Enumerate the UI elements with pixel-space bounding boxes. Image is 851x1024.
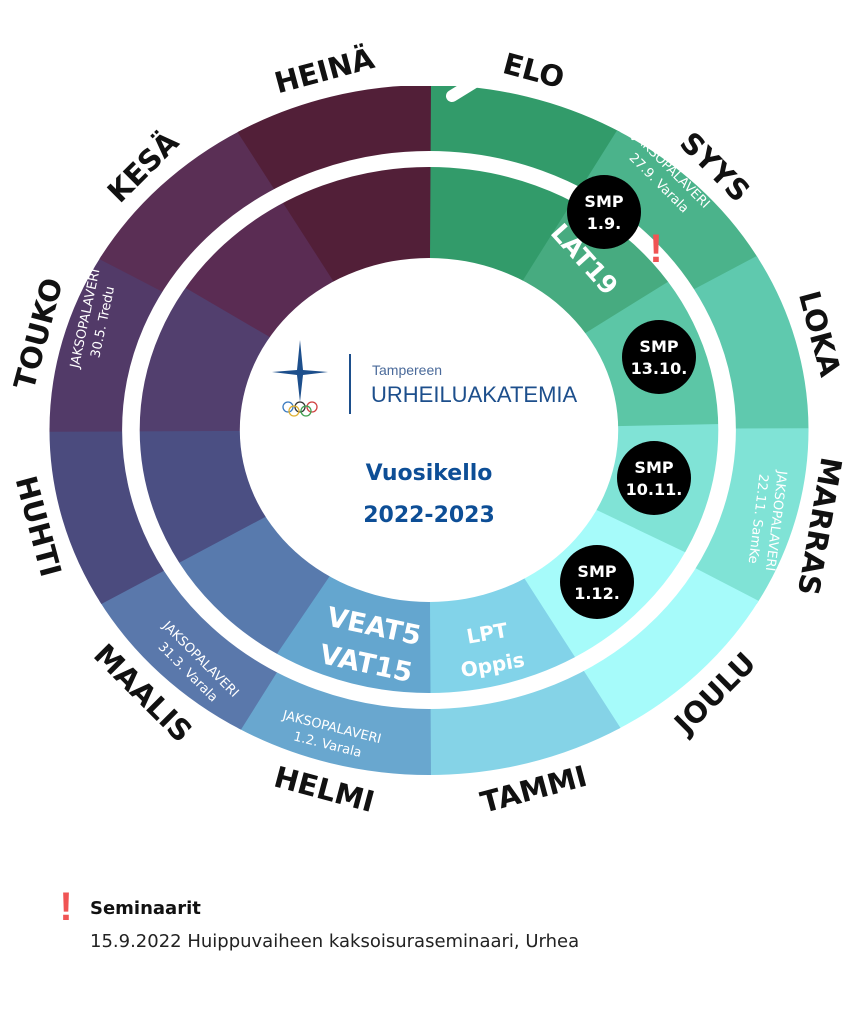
inner-segment [427,164,577,284]
smp-badge: SMP 10.11. [617,441,691,515]
outer-ring [49,85,809,775]
smp-date: 13.10. [631,359,688,378]
outer-segment-elo [427,85,621,192]
center-disk [239,258,619,602]
center-title: Vuosikello [366,461,493,486]
logo-line2: URHEILUAKATEMIA [371,382,578,407]
smp-date: 10.11. [626,480,683,499]
outer-segment-tammi [427,668,621,775]
smp-date: 1.9. [587,214,621,233]
white-divider-ring [122,151,736,709]
inner-segment [272,573,431,696]
inner-segment [521,198,673,336]
outer-segment-maalis [99,566,279,730]
inner-segment [281,163,431,284]
inner-segment [136,428,268,565]
smp-title: SMP [634,458,673,477]
smp-date: 1.12. [574,584,620,603]
outer-segment-loka [691,255,809,432]
wheel [49,85,809,775]
center-years: 2022-2023 [363,503,495,528]
legend-item: 15.9.2022 Huippuvaiheen kaksoisurasemina… [90,931,579,952]
inner-segment [182,198,337,339]
outer-segment-touko [49,255,167,432]
outer-segment-huhti [49,428,167,605]
legend-exclamation-icon: ! [59,885,72,929]
inner-segment [427,576,577,696]
outer-segment-heinä [237,85,431,192]
smp-title: SMP [639,337,678,356]
clockwise-arrow-icon [369,58,484,102]
outer-segment-kesä [99,130,279,294]
inner-segment [136,283,273,432]
smp-title: SMP [577,562,616,581]
legend-title: Seminaarit [90,898,201,919]
logo: Tampereen URHEILUAKATEMIA [272,340,578,417]
olympic-rings-icon [282,401,318,417]
smp-badge: SMP 13.10. [622,320,696,394]
month-label-elo: ELO [499,46,568,95]
smp-badge: SMP 1.9. [567,175,641,249]
star-icon [272,340,328,402]
logo-line1: Tampereen [372,362,442,378]
outer-segment-syys [579,130,759,294]
inner-ring [136,163,722,696]
inner-segment [174,514,331,657]
smp-title: SMP [584,192,623,211]
outer-segment-marras [691,428,809,605]
outer-segment-joulu [579,566,759,730]
outer-segment-helmi [237,668,431,775]
seminar-exclamation-icon: ! [649,227,662,271]
smp-badge: SMP 1.12. [560,545,634,619]
